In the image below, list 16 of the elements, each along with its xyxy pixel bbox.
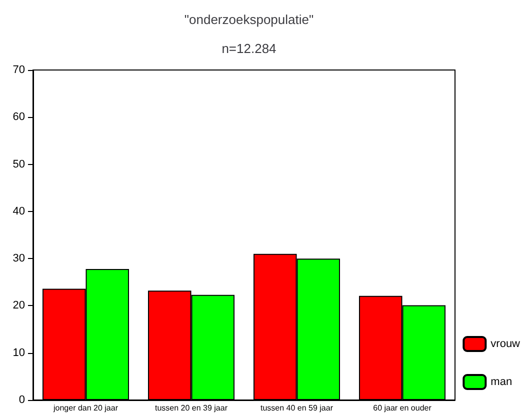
chart-subtitle: n=12.284 bbox=[222, 41, 276, 56]
chart-title: "onderzoekspopulatie" bbox=[184, 12, 314, 27]
x-tick-label: tussen 20 en 39 jaar bbox=[155, 404, 228, 412]
y-tick-label: 10 bbox=[12, 346, 25, 359]
x-tick-label: jonger dan 20 jaar bbox=[52, 404, 118, 412]
x-tick-label: tussen 40 en 59 jaar bbox=[260, 404, 334, 412]
y-tick-label: 30 bbox=[12, 252, 25, 265]
y-tick-label: 20 bbox=[12, 300, 25, 312]
y-tick-label: 60 bbox=[12, 111, 25, 124]
x-tick-label: 60 jaar en ouder bbox=[373, 404, 432, 412]
y-tick-label: 40 bbox=[12, 205, 25, 218]
y-tick-label: 70 bbox=[12, 64, 25, 76]
y-tick-label: 0 bbox=[18, 394, 25, 406]
y-tick-label: 50 bbox=[12, 158, 25, 170]
legend-label: man bbox=[490, 376, 512, 388]
legend-label: vrouw bbox=[490, 338, 520, 350]
